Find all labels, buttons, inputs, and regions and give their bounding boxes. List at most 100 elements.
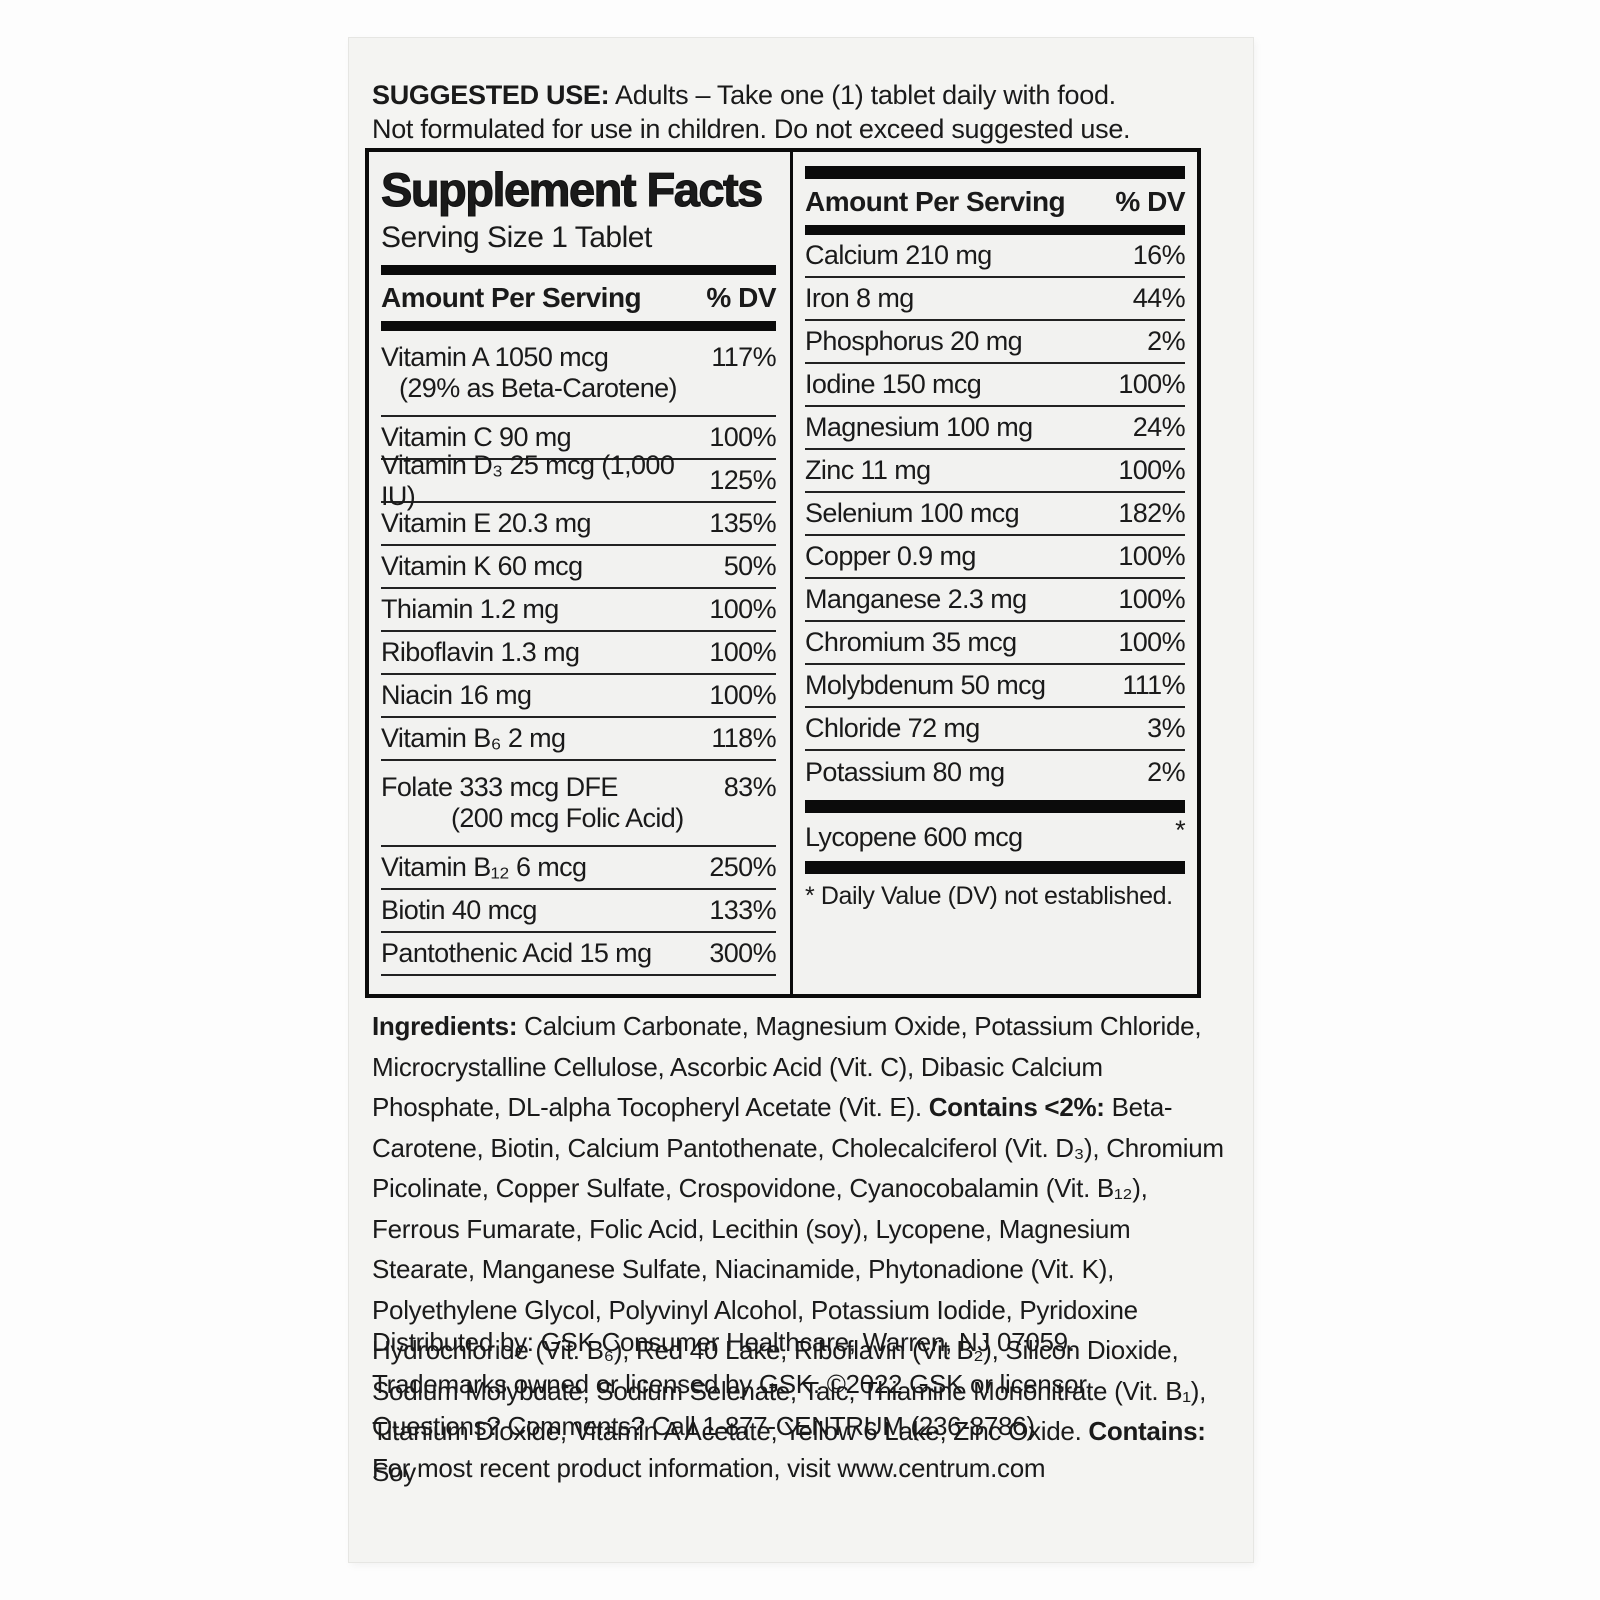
- table-row: Phosphorus 20 mg 2%: [805, 321, 1186, 364]
- table-row: Manganese 2.3 mg 100%: [805, 579, 1186, 622]
- row-dv: 100%: [709, 680, 776, 710]
- amount-header: Amount Per Serving: [805, 186, 1066, 217]
- row-name: Biotin 40 mcg: [381, 895, 537, 925]
- table-row: Vitamin B₁₂ 6 mcg 250%: [381, 847, 777, 890]
- table-row: Chromium 35 mcg 100%: [805, 622, 1186, 665]
- table-row: Chloride 72 mg 3%: [805, 708, 1186, 751]
- row-name: Vitamin E 20.3 mg: [381, 508, 592, 538]
- table-row: Lycopene 600 mcg *: [805, 813, 1186, 861]
- questions-line: Questions? Comments? Call 1-877-CENTRUM …: [372, 1411, 1035, 1441]
- row-name: Riboflavin 1.3 mg: [381, 637, 580, 667]
- thick-rule: [805, 800, 1185, 813]
- ingredients-text-3: Soy: [372, 1456, 416, 1487]
- table-row: Vitamin A 1050 mcg 117% (29% as Beta-Car…: [381, 331, 777, 417]
- row-name: Molybdenum 50 mcg: [805, 670, 1046, 700]
- row-name: Vitamin B₆ 2 mg: [381, 723, 566, 753]
- table-row: Molybdenum 50 mcg 111%: [805, 665, 1186, 708]
- ingredients-label: Ingredients:: [372, 1011, 518, 1041]
- distributed-line: Distributed by: GSK Consumer Healthcare,…: [372, 1327, 1075, 1357]
- row-dv: 133%: [709, 895, 776, 925]
- suggested-use-line2: Not formulated for use in children. Do n…: [372, 114, 1131, 144]
- table-row: Calcium 210 mg 16%: [805, 235, 1186, 278]
- supplement-facts-panel: Supplement Facts Serving Size 1 Tablet A…: [365, 148, 1201, 998]
- contains-label: Contains:: [1088, 1416, 1206, 1446]
- table-row: Vitamin C 90 mg 100%: [381, 417, 777, 460]
- row-dv: 100%: [1118, 455, 1185, 485]
- dv-header: % DV: [1115, 186, 1185, 217]
- row-name: Niacin 16 mg: [381, 680, 532, 710]
- thick-rule: [381, 265, 776, 275]
- table-row: Iodine 150 mcg 100%: [805, 364, 1186, 407]
- row-name: Copper 0.9 mg: [805, 541, 976, 571]
- row-note: (29% as Beta-Carotene): [399, 373, 678, 403]
- row-name: Vitamin B₁₂ 6 mcg: [381, 852, 587, 882]
- ingredients-paragraph: Ingredients: Calcium Carbonate, Magnesiu…: [372, 1006, 1234, 1492]
- row-dv: 50%: [723, 551, 777, 581]
- table-row: Thiamin 1.2 mg 100%: [381, 589, 777, 632]
- row-dv: 100%: [1118, 627, 1185, 657]
- row-dv: 100%: [1118, 369, 1185, 399]
- footer-block: Distributed by: GSK Consumer Healthcare,…: [372, 1316, 1234, 1484]
- row-name: Iron 8 mg: [805, 283, 914, 313]
- row-dv: 182%: [1118, 498, 1185, 528]
- suggested-use-text: Adults – Take one (1) tablet daily with …: [609, 80, 1116, 110]
- row-name: Lycopene 600 mcg: [805, 821, 1023, 852]
- row-dv: *: [1175, 815, 1186, 845]
- amount-header: Amount Per Serving: [381, 282, 642, 313]
- suggested-use: SUGGESTED USE: Adults – Take one (1) tab…: [372, 78, 1212, 146]
- row-name: Zinc 11 mg: [805, 455, 931, 485]
- suggested-use-label: SUGGESTED USE:: [372, 80, 610, 110]
- trademarks-line: Trademarks owned or licensed by GSK. ©20…: [372, 1369, 1093, 1399]
- thick-rule: [805, 861, 1185, 874]
- table-row: Vitamin B₆ 2 mg 118%: [381, 718, 777, 761]
- row-name: Chloride 72 mg: [805, 713, 980, 743]
- table-row: Potassium 80 mg 2%: [805, 751, 1186, 794]
- label-card: SUGGESTED USE: Adults – Take one (1) tab…: [349, 38, 1253, 1562]
- panel-title: Supplement Facts: [380, 162, 763, 216]
- thick-rule: [381, 321, 776, 331]
- row-dv: 135%: [709, 508, 776, 538]
- table-row: Magnesium 100 mg 24%: [805, 407, 1186, 450]
- row-note: (200 mcg Folic Acid): [451, 803, 684, 833]
- row-dv: 100%: [1118, 541, 1185, 571]
- contains-2pct-label: Contains <2%:: [928, 1092, 1105, 1122]
- row-name: Potassium 80 mg: [805, 757, 1005, 787]
- row-dv: 16%: [1132, 240, 1186, 270]
- row-name: Chromium 35 mcg: [805, 627, 1017, 657]
- row-name: Calcium 210 mg: [805, 240, 992, 270]
- facts-right-column: Amount Per Serving % DV Calcium 210 mg 1…: [793, 152, 1197, 994]
- suggested-use-line1: SUGGESTED USE: Adults – Take one (1) tab…: [372, 78, 1212, 112]
- right-column-header: Amount Per Serving % DV: [805, 179, 1185, 225]
- ingredients-text-1: Calcium Carbonate, Magnesium Oxide, Pota…: [372, 1011, 1202, 1122]
- row-name: Pantothenic Acid 15 mg: [381, 938, 652, 968]
- table-row: Riboflavin 1.3 mg 100%: [381, 632, 777, 675]
- row-dv: 24%: [1132, 412, 1186, 442]
- dv-footnote: * Daily Value (DV) not established.: [805, 882, 1173, 910]
- table-row: Vitamin D₃ 25 mcg (1,000 IU) 125%: [381, 450, 777, 511]
- row-dv: 44%: [1132, 283, 1186, 313]
- table-row: Niacin 16 mg 100%: [381, 675, 777, 718]
- row-name: Vitamin D₃ 25 mcg (1,000 IU): [381, 449, 675, 511]
- table-row: Vitamin E 20.3 mg 135%: [381, 503, 777, 546]
- row-dv: 118%: [711, 723, 776, 753]
- row-name: Iodine 150 mcg: [805, 369, 982, 399]
- row-name: Vitamin A 1050 mcg: [381, 342, 609, 372]
- table-row: Pantothenic Acid 15 mg 300%: [381, 933, 777, 976]
- serving-size: Serving Size 1 Tablet: [381, 221, 652, 254]
- row-dv: 100%: [1118, 584, 1185, 614]
- table-row: Zinc 11 mg 100%: [805, 450, 1186, 493]
- row-name: Vitamin C 90 mg: [381, 422, 572, 452]
- row-name: Magnesium 100 mg: [805, 412, 1033, 442]
- row-dv: 100%: [709, 594, 776, 624]
- row-dv: 3%: [1147, 713, 1185, 743]
- thick-rule: [805, 225, 1185, 235]
- table-row: Folate 333 mcg DFE 83% (200 mcg Folic Ac…: [381, 761, 777, 847]
- table-row: Iron 8 mg 44%: [805, 278, 1186, 321]
- row-dv: 2%: [1147, 757, 1185, 787]
- product-info-line: For most recent product information, vis…: [372, 1453, 1046, 1483]
- row-dv: 2%: [1147, 326, 1185, 356]
- row-name: Selenium 100 mcg: [805, 498, 1020, 528]
- facts-left-column: Supplement Facts Serving Size 1 Tablet A…: [369, 152, 793, 994]
- row-dv: 111%: [1122, 670, 1185, 700]
